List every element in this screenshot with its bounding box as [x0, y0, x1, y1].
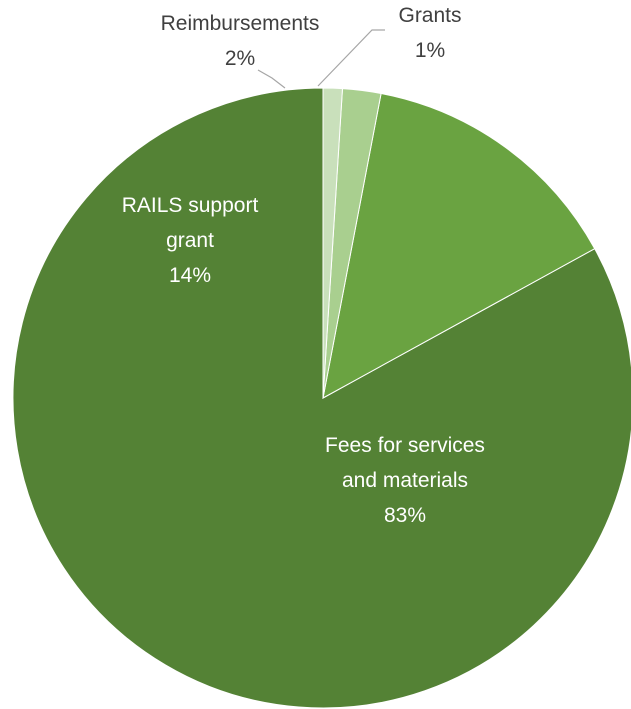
data-label-fees-for-services-and-materials: Fees for services and materials 83%: [325, 434, 485, 527]
data-label-name-line: grant: [166, 229, 214, 252]
pie-slice-grants: [322, 87, 344, 399]
leader-line-grants: [317, 29, 385, 87]
pie-slice-rails-support-grant: [322, 92, 596, 399]
data-label-name-line: Grants: [398, 4, 461, 27]
data-label-rails-support-grant: RAILS support grant 14%: [122, 194, 259, 287]
leader-line-reimbursements: [257, 69, 286, 89]
leader-lines: [257, 29, 385, 89]
data-label-name-line: and materials: [342, 469, 468, 492]
data-label-percent: 14%: [169, 264, 211, 287]
slice-labels: Fees for services and materials 83% RAILS s…: [122, 4, 485, 527]
data-label-reimbursements: Reimbursements 2%: [161, 12, 320, 70]
data-label-percent: 2%: [225, 47, 255, 70]
data-label-percent: 83%: [384, 504, 426, 527]
data-label-name-line: RAILS support: [122, 194, 259, 217]
pie-slices: [12, 87, 631, 709]
data-label-grants: Grants 1%: [398, 4, 461, 62]
data-label-name-line: Reimbursements: [161, 12, 320, 35]
data-label-percent: 1%: [415, 39, 445, 62]
data-label-name-line: Fees for services: [325, 434, 485, 457]
pie-slice-fees-for-services-and-materials: [12, 87, 631, 709]
